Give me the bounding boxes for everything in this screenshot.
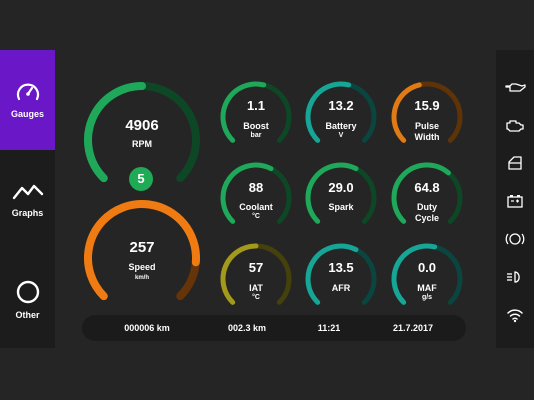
battery-gauge-fill [305, 81, 352, 143]
maf-unit: g/s [421, 294, 433, 301]
rpm-value: 4906 [125, 117, 159, 134]
door-icon[interactable] [496, 151, 534, 175]
boost-gauge-fill [220, 81, 267, 143]
duty-label: Duty [417, 202, 437, 212]
duty-gauge-fill [391, 162, 451, 224]
gauge-icon [16, 83, 39, 101]
pulse-label-2: Width [414, 132, 440, 142]
odometer: 000006 km [124, 323, 170, 333]
iat-gauge-fill [220, 243, 259, 305]
engine-icon[interactable] [496, 113, 534, 137]
speed-unit: km/h [134, 275, 149, 281]
maf-gauge-fill [391, 243, 438, 305]
battery-icon[interactable] [496, 189, 534, 213]
duty-label-2: Cycle [414, 213, 440, 223]
coolant-value: 88 [248, 180, 264, 195]
speed-gauge-fill [84, 200, 200, 301]
headlight-icon[interactable] [496, 265, 534, 289]
maf-label: MAF [417, 283, 437, 293]
nav-label-other: Other [15, 310, 40, 320]
gear-indicator: 5 [129, 167, 153, 191]
nav-label-gauges: Gauges [10, 109, 44, 119]
coolant-unit: °C [252, 213, 260, 220]
iat-value: 57 [248, 260, 264, 275]
battery-value: 13.2 [328, 98, 354, 113]
nav-item-graphs[interactable]: Graphs [0, 150, 55, 250]
iat-unit: °C [252, 294, 260, 301]
speed-value: 257 [129, 239, 155, 256]
duty-value: 64.8 [414, 180, 440, 195]
graph-icon [12, 184, 43, 200]
boost-unit: bar [250, 132, 262, 139]
spark-value: 29.0 [328, 180, 354, 195]
afr-gauge-fill [305, 243, 359, 305]
afr-value: 13.5 [328, 260, 354, 275]
warning-icon-bar [496, 50, 534, 348]
battery-label: Battery [325, 121, 357, 131]
trip-distance: 002.3 km [227, 323, 267, 333]
nav-item-other[interactable]: Other [0, 250, 55, 350]
afr-label: AFR [331, 283, 351, 293]
pulse-value: 15.9 [414, 98, 440, 113]
oil-can-icon[interactable] [496, 75, 534, 99]
clock-time: 11:21 [317, 323, 341, 333]
status-bar: 000006 km 002.3 km 11:21 21.7.2017 [82, 315, 466, 341]
left-nav: Gauges Graphs Other [0, 50, 55, 348]
coolant-gauge-fill [220, 162, 274, 224]
nav-item-gauges[interactable]: Gauges [0, 50, 55, 150]
coolant-label: Coolant [239, 202, 273, 212]
boost-value: 1.1 [246, 98, 266, 113]
brake-icon[interactable] [496, 227, 534, 251]
circle-icon [16, 280, 39, 304]
iat-label: IAT [249, 283, 263, 293]
wifi-icon[interactable] [496, 303, 534, 327]
spark-label: Spark [328, 202, 354, 212]
maf-value: 0.0 [417, 260, 437, 275]
pulse-label: Pulse [414, 121, 439, 131]
rpm-label: RPM [132, 139, 152, 149]
pulse-gauge-fill [391, 82, 422, 143]
spark-gauge-fill [305, 162, 359, 224]
battery-unit: V [338, 132, 344, 139]
rpm-gauge-fill [84, 82, 146, 183]
nav-label-graphs: Graphs [11, 208, 44, 218]
speed-label: Speed [128, 262, 156, 272]
boost-label: Boost [243, 121, 269, 131]
current-date: 21.7.2017 [392, 323, 434, 333]
